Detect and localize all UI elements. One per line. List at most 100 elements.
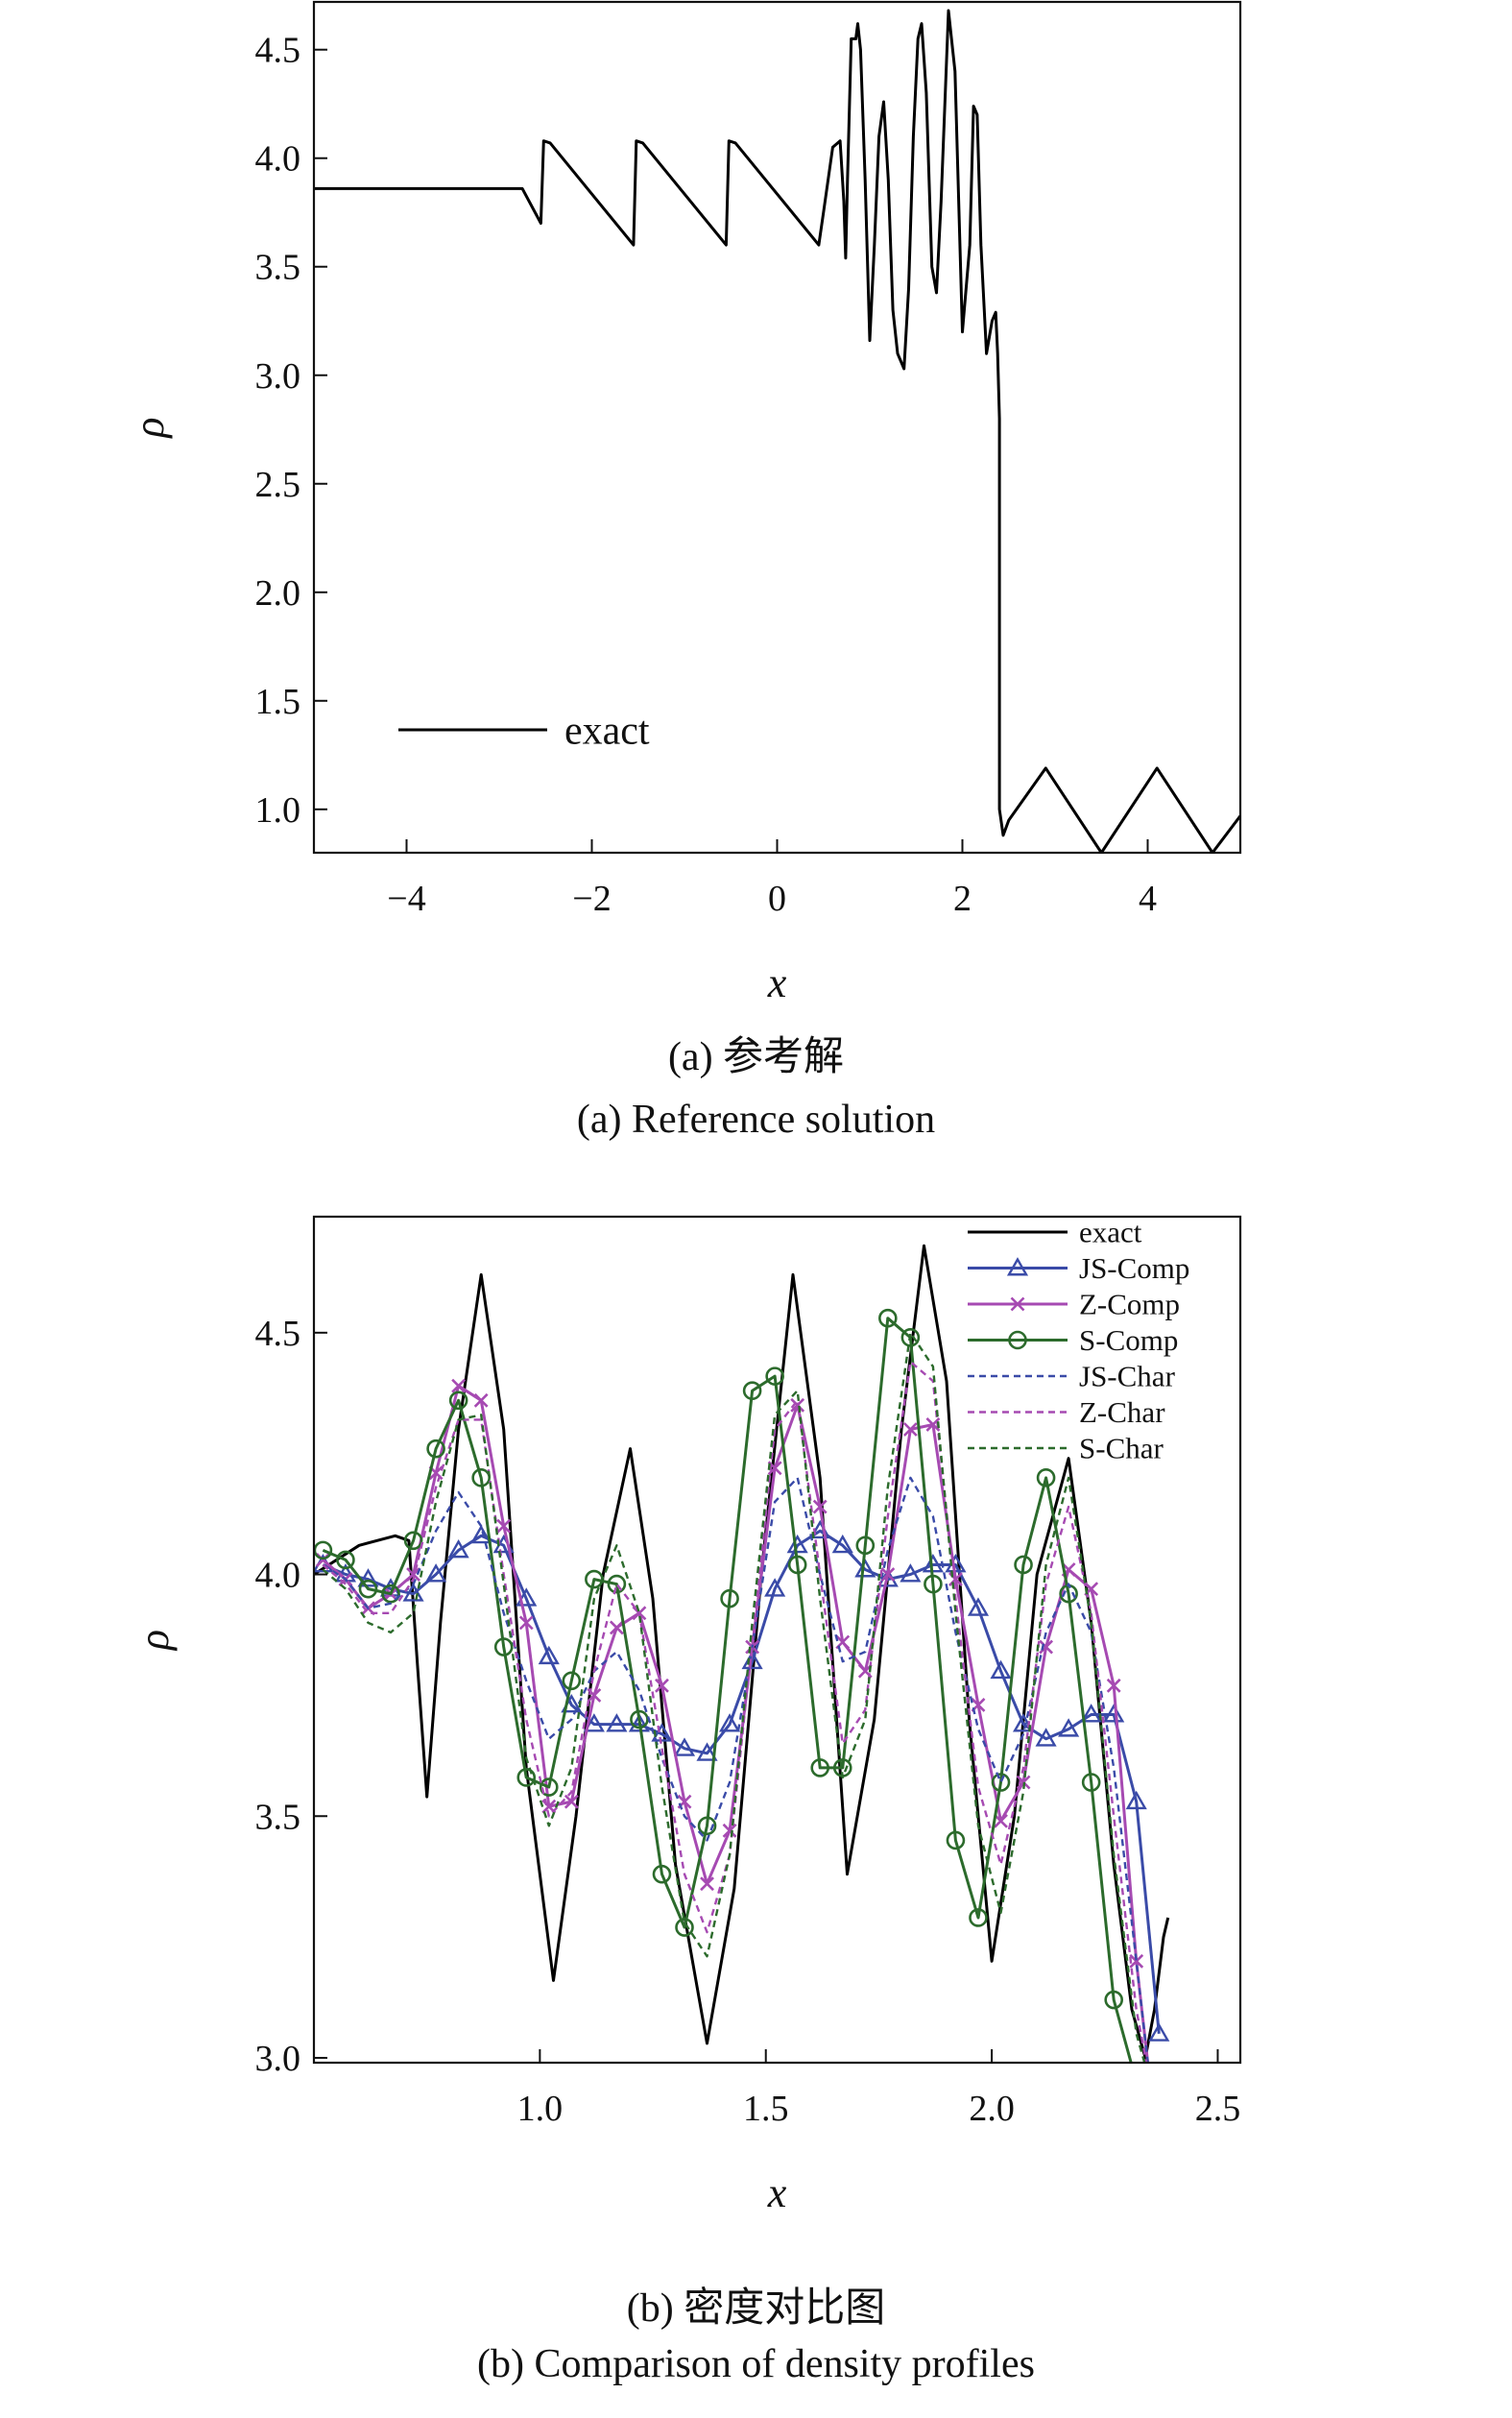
data-point-js-comp bbox=[786, 1534, 808, 1554]
data-point-js-comp bbox=[538, 1645, 560, 1665]
data-point-s-comp bbox=[539, 1777, 559, 1797]
y-tick-label: 4.0 bbox=[255, 139, 301, 180]
plot-area bbox=[314, 1244, 1170, 2063]
series-exact bbox=[314, 9, 1240, 853]
data-point-s-comp bbox=[697, 1816, 717, 1836]
legend-item: exact bbox=[968, 1216, 1142, 1249]
data-point-z-comp bbox=[1039, 1639, 1054, 1655]
legend-item: S-Comp bbox=[968, 1323, 1178, 1357]
data-point-z-comp bbox=[1129, 1953, 1144, 1969]
data-point-js-comp bbox=[583, 1713, 605, 1732]
data-point-s-comp bbox=[1081, 1773, 1101, 1792]
legend-label: S-Char bbox=[1079, 1432, 1164, 1465]
data-point-z-comp bbox=[564, 1794, 579, 1809]
plot-frame bbox=[312, 0, 1242, 855]
y-tick-label: 3.0 bbox=[255, 356, 301, 397]
data-point-js-comp bbox=[357, 1568, 379, 1587]
y-tick-label: 3.0 bbox=[255, 2039, 301, 2079]
data-point-s-comp bbox=[381, 1584, 400, 1604]
data-point-js-comp bbox=[1035, 1728, 1057, 1747]
legend-label: JS-Comp bbox=[1079, 1251, 1189, 1285]
data-point-s-comp bbox=[878, 1308, 898, 1328]
data-point-js-comp bbox=[900, 1563, 922, 1583]
data-point-js-comp bbox=[990, 1659, 1012, 1680]
data-point-z-comp bbox=[315, 1553, 330, 1567]
legend-item: exact bbox=[398, 709, 650, 753]
data-point-z-comp bbox=[994, 1813, 1008, 1828]
data-point-z-comp bbox=[496, 1518, 512, 1534]
chart-density-comparison: 1.0 1.5 2.0 2.53.03.54.04.5xρexactJS-CompZ-… bbox=[131, 1215, 1242, 2216]
data-point-js-comp bbox=[1148, 2022, 1170, 2042]
data-point-s-comp bbox=[720, 1588, 739, 1608]
series-line-js-char bbox=[322, 1476, 1149, 2063]
caption-a-english: (a) Reference solution bbox=[576, 1098, 936, 1142]
legend-marker bbox=[1010, 1296, 1025, 1312]
x-axis-label: x bbox=[767, 2169, 787, 2216]
x-tick-label: 4 bbox=[1139, 879, 1157, 919]
series-js-char bbox=[322, 1476, 1149, 2063]
y-tick-label: 3.5 bbox=[255, 1797, 301, 1837]
data-point-s-comp bbox=[426, 1439, 445, 1459]
data-point-s-comp bbox=[448, 1390, 468, 1411]
legend-label: exact bbox=[564, 709, 650, 753]
data-point-s-comp bbox=[562, 1671, 582, 1691]
x-axis-label: x bbox=[767, 959, 787, 1006]
legend-item: Z-Char bbox=[968, 1395, 1165, 1429]
legend-label: S-Comp bbox=[1079, 1323, 1178, 1357]
data-point-js-comp bbox=[651, 1723, 673, 1742]
data-point-s-comp bbox=[969, 1908, 988, 1927]
data-point-js-comp bbox=[1058, 1718, 1080, 1737]
y-tick-label: 4.0 bbox=[255, 1556, 301, 1596]
data-point-js-comp bbox=[1080, 1704, 1102, 1723]
data-point-s-comp bbox=[787, 1555, 807, 1575]
data-point-js-comp bbox=[606, 1713, 628, 1732]
y-tick-label: 1.0 bbox=[255, 790, 301, 831]
legend-label: JS-Char bbox=[1079, 1360, 1176, 1393]
data-point-z-comp bbox=[518, 1615, 534, 1631]
plot-area bbox=[314, 9, 1240, 853]
series-line-s-char bbox=[322, 1331, 1146, 2063]
data-point-s-comp bbox=[946, 1830, 966, 1850]
data-point-z-comp bbox=[722, 1823, 737, 1838]
legend: exact bbox=[398, 709, 650, 753]
legend-item: JS-Char bbox=[968, 1360, 1176, 1393]
data-point-js-comp bbox=[1125, 1790, 1147, 1810]
y-tick-label: 3.5 bbox=[255, 248, 301, 288]
data-point-js-comp bbox=[854, 1559, 876, 1578]
x-tick-label: 2 bbox=[953, 879, 972, 919]
data-point-s-comp bbox=[1036, 1468, 1056, 1487]
legend: exactJS-CompZ-CompS-CompJS-CharZ-CharS-C… bbox=[968, 1216, 1189, 1465]
data-point-s-comp bbox=[607, 1574, 627, 1594]
legend-item: Z-Comp bbox=[968, 1288, 1180, 1321]
plot-frame bbox=[312, 1215, 1242, 2065]
x-tick-label: 0 bbox=[768, 879, 786, 919]
legend-label: Z-Comp bbox=[1079, 1288, 1180, 1321]
caption-a-chinese: (a) 参考解 bbox=[667, 1035, 845, 1079]
data-point-js-comp bbox=[402, 1583, 424, 1602]
data-point-js-comp bbox=[673, 1737, 696, 1756]
data-point-js-comp bbox=[447, 1538, 469, 1559]
series-s-comp bbox=[314, 1308, 1133, 2063]
data-point-s-comp bbox=[924, 1574, 943, 1594]
legend-label: Z-Char bbox=[1079, 1395, 1165, 1429]
y-tick-label: 2.5 bbox=[255, 465, 301, 505]
y-tick-label: 4.5 bbox=[255, 31, 301, 71]
data-point-js-comp bbox=[719, 1713, 741, 1732]
y-axis-label: ρ bbox=[131, 1630, 178, 1652]
data-point-js-comp bbox=[831, 1534, 853, 1554]
series-line-s-comp bbox=[322, 1317, 1133, 2063]
data-point-s-comp bbox=[675, 1918, 694, 1937]
data-point-z-comp bbox=[767, 1461, 782, 1476]
data-point-s-comp bbox=[336, 1550, 355, 1570]
data-point-js-comp bbox=[764, 1578, 786, 1597]
data-point-js-comp bbox=[425, 1563, 447, 1583]
y-tick-label: 1.5 bbox=[255, 682, 301, 722]
data-point-s-comp bbox=[516, 1768, 537, 1787]
data-point-s-comp bbox=[358, 1579, 378, 1599]
data-point-z-comp bbox=[473, 1392, 489, 1408]
data-point-z-comp bbox=[812, 1499, 828, 1514]
data-point-js-comp bbox=[516, 1587, 538, 1607]
data-point-z-comp bbox=[655, 1678, 669, 1693]
data-point-z-comp bbox=[609, 1620, 624, 1635]
data-point-z-comp bbox=[1106, 1678, 1121, 1693]
